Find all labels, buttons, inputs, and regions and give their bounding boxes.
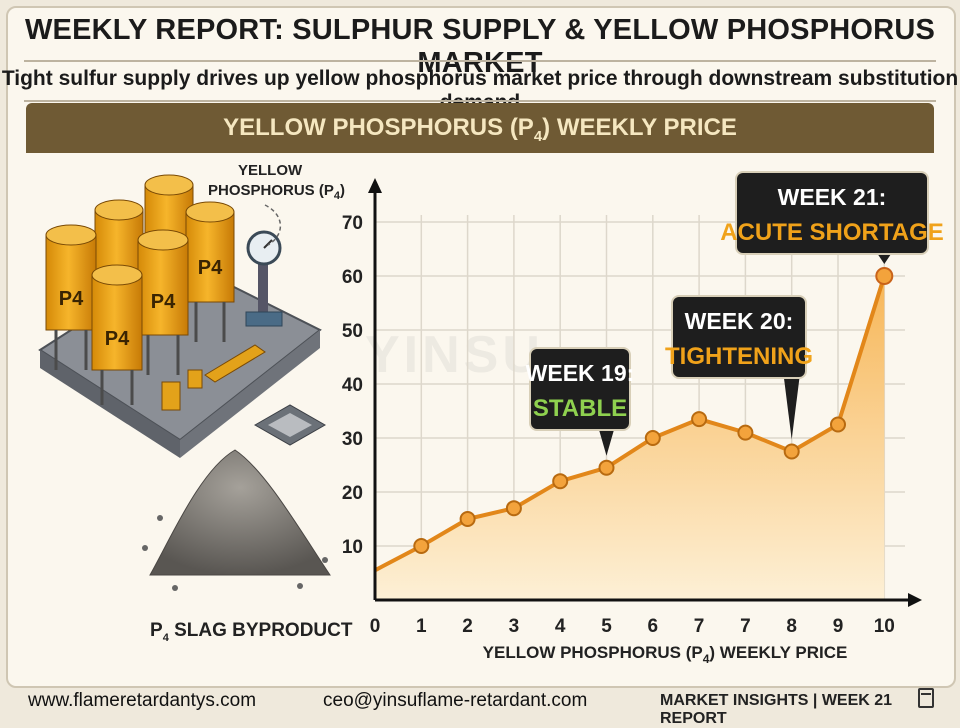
callout-status: STABLE [533, 395, 627, 422]
x-tick-label: 4 [555, 616, 566, 637]
data-point [505, 500, 522, 517]
data-point [644, 430, 661, 446]
price-line [374, 275, 887, 573]
data-point [830, 416, 846, 433]
x-axis-arrow [908, 593, 922, 607]
silo-label: P4 [59, 288, 84, 310]
chart-header-band [26, 103, 934, 153]
y-tick-label: 20 [342, 483, 363, 504]
watermark: YINSU [365, 326, 544, 384]
conveyor-belt [161, 344, 266, 411]
report-title: WEEKLY REPORT: SULPHUR SUPPLY & YELLOW P… [24, 14, 936, 79]
subtitle-divider [24, 100, 936, 102]
silo-group: P4 P4 P4 P4 [45, 174, 235, 405]
x-tick-label: 0 [370, 616, 381, 637]
x-axis-label: YELLOW PHOSPHORUS (P4) WEEKLY PRICE [483, 643, 848, 666]
x-tick-label: 6 [648, 616, 659, 637]
x-tick-label: 10 [874, 616, 895, 637]
callout-box [529, 347, 631, 431]
y-tick-label: 60 [342, 267, 363, 288]
y-tick-label: 40 [342, 375, 363, 396]
data-point [552, 473, 569, 490]
x-tick-label: 2 [462, 616, 473, 637]
annotation-callout: WEEK 19: STABLE [526, 347, 635, 456]
x-tick-label: 7 [740, 616, 751, 637]
price-area [375, 276, 885, 600]
silo: P4 [185, 201, 235, 342]
x-tick-label: 1 [416, 616, 427, 637]
callout-pointer [598, 428, 615, 456]
calendar-icon [918, 688, 934, 708]
chart-annotations: WEEK 19: STABLE WEEK 20: TIGHTENING WEEK 21:… [526, 171, 944, 456]
silo-label: P4 [151, 291, 176, 313]
data-point [783, 443, 800, 460]
callout-status: TIGHTENING [665, 343, 813, 370]
x-tick-label: 3 [509, 616, 520, 637]
x-tick-label: 8 [786, 616, 797, 637]
callout-box [671, 295, 807, 379]
y-tick-label: 10 [342, 537, 363, 558]
callout-week: WEEK 19: [526, 360, 635, 386]
silo: P4 [91, 264, 143, 405]
title-divider [24, 60, 936, 62]
annotation-callout: WEEK 21: ACUTE SHORTAGE [720, 171, 944, 264]
x-tick-label: 9 [833, 616, 844, 637]
chart-header-title: YELLOW PHOSPHORUS (P4) WEEKLY PRICE [223, 114, 737, 145]
callout-box [735, 171, 929, 255]
callout-week: WEEK 20: [685, 308, 794, 334]
data-point [459, 511, 476, 527]
silo-label: P4 [105, 328, 130, 350]
silo: P4 [45, 224, 97, 370]
pressure-gauge [245, 230, 283, 327]
chart-axes [368, 178, 922, 607]
y-tick-label: 70 [342, 213, 363, 234]
yellow-phosphorus-label-line2: PHOSPHORUS (P4) [208, 182, 345, 202]
y-tick-label: 30 [342, 429, 363, 450]
y-axis-arrow [368, 178, 382, 193]
silo: P4 [137, 229, 189, 375]
slag-sample-plate [253, 404, 327, 446]
data-point [598, 459, 615, 476]
y-tick-label: 50 [342, 321, 363, 342]
slag-byproduct-label: P4 SLAG BYPRODUCT [150, 620, 353, 644]
x-tick-label: 5 [601, 616, 612, 637]
callout-week: WEEK 21: [778, 184, 887, 210]
callout-pointer [783, 376, 800, 440]
axis-ticks: 0 1 2 3 4 5 6 7 7 8 9 10 10 20 30 40 50 60 70 [342, 213, 895, 637]
callout-status: ACUTE SHORTAGE [720, 219, 944, 246]
slag-pile [142, 449, 331, 591]
footer-website[interactable]: www.flameretardantys.com [28, 690, 257, 711]
annotation-callout: WEEK 20: TIGHTENING [665, 295, 813, 440]
footer-report-label: MARKET INSIGHTS | WEEK 21 REPORT [660, 692, 893, 727]
data-point [875, 267, 894, 285]
data-point [737, 424, 754, 441]
yellow-phosphorus-label: YELLOW [238, 162, 303, 179]
footer-email[interactable]: ceo@yinsuflame-retardant.com [323, 690, 588, 711]
x-tick-label: 7 [694, 616, 705, 637]
price-points [413, 267, 894, 554]
silo-label: P4 [198, 257, 223, 279]
data-point [691, 411, 708, 428]
data-point [413, 538, 430, 554]
